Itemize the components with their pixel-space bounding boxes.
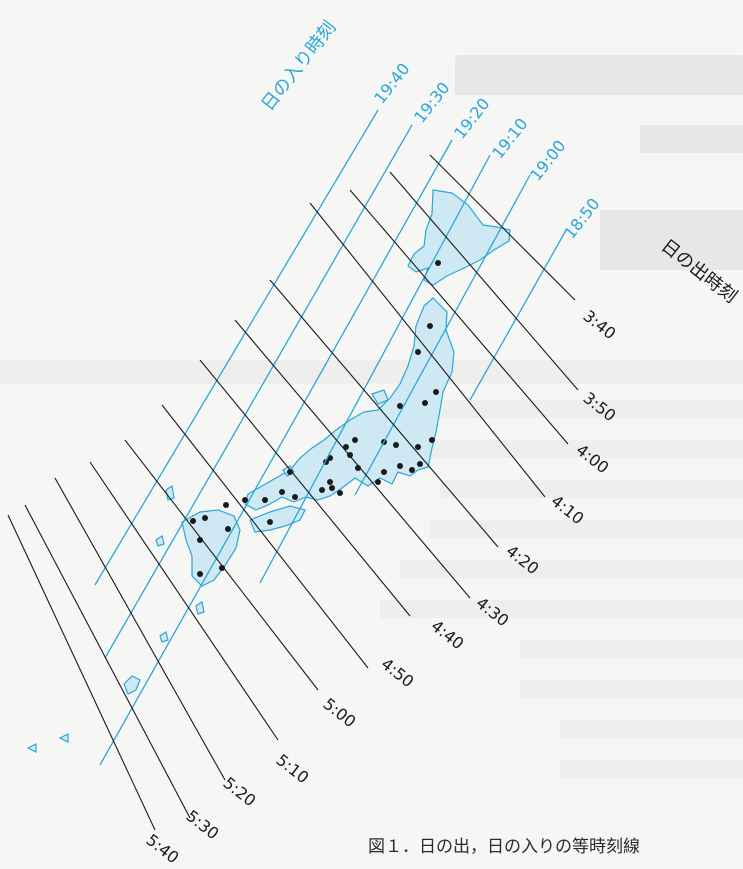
observation-point <box>337 490 343 496</box>
observation-point <box>433 389 439 395</box>
sunrise-line-440 <box>199 359 411 617</box>
sunrise-line-450 <box>161 404 369 669</box>
observation-point <box>429 437 435 443</box>
sunrise-label-510: 5:10 <box>273 750 313 787</box>
sunrise-line-430 <box>234 319 471 599</box>
sunrise-label-530: 5:30 <box>183 806 223 843</box>
sunset-line-1930 <box>104 124 413 659</box>
tanegashima-shape <box>195 601 205 615</box>
sunset-line-1850 <box>469 231 566 401</box>
observation-point <box>343 444 349 450</box>
observation-point <box>242 497 248 503</box>
sunset-label-1940: 19:40 <box>370 59 413 107</box>
sunrise-label-500: 5:00 <box>320 694 360 731</box>
sunset-label-1920: 19:20 <box>450 94 493 142</box>
sunrise-label-540: 5:40 <box>143 830 183 867</box>
sunrise-line-520 <box>54 477 226 781</box>
goto-islands-shape <box>155 535 165 547</box>
sunrise-label-350: 3:50 <box>580 388 620 425</box>
observation-point <box>225 526 231 532</box>
observation-point <box>417 461 423 467</box>
sunset-label-1930: 19:30 <box>410 78 453 126</box>
observation-point <box>262 497 268 503</box>
sunrise-label-340: 3:40 <box>580 306 620 343</box>
observation-point <box>267 519 273 525</box>
observation-point <box>381 469 387 475</box>
observation-point <box>279 489 285 495</box>
sado-island-shape <box>371 389 389 405</box>
observation-point <box>223 502 229 508</box>
sunrise-label-450: 4:50 <box>378 654 418 691</box>
sunset-label-1850: 18:50 <box>560 194 603 242</box>
observation-point <box>415 349 421 355</box>
observation-point <box>409 467 415 473</box>
sunrise-label-440: 4:40 <box>428 616 468 653</box>
observation-point <box>202 515 208 521</box>
observation-point <box>435 260 441 266</box>
observation-point <box>375 479 381 485</box>
sunset-label-1910: 19:10 <box>488 114 531 162</box>
observation-point <box>287 469 293 475</box>
honshu-shape <box>244 297 455 511</box>
observation-point <box>327 479 333 485</box>
shikoku-shape <box>249 505 306 533</box>
yaeyama-islands-b-shape <box>26 743 37 753</box>
observation-point <box>197 571 203 577</box>
observation-points <box>190 260 441 577</box>
japan-map <box>26 189 511 753</box>
sunset-line-1940 <box>94 109 379 586</box>
sunrise-label-520: 5:20 <box>220 773 260 810</box>
observation-point <box>422 400 428 406</box>
sunrise-line-400 <box>349 189 569 445</box>
amami-shape <box>159 631 169 643</box>
observation-point <box>319 487 325 493</box>
observation-point <box>415 444 421 450</box>
observation-point <box>397 403 403 409</box>
sunrise-line-420 <box>269 279 499 548</box>
sunrise-line-350 <box>389 171 579 391</box>
sunrise-line-510 <box>89 461 279 741</box>
observation-point <box>427 323 433 329</box>
figure-caption: 図１．日の出，日の入りの等時刻線 <box>368 837 640 857</box>
observation-point <box>219 565 225 571</box>
observation-point <box>352 437 358 443</box>
sunrise-line-410 <box>309 202 546 498</box>
yaeyama-islands-a-shape <box>58 733 69 743</box>
sunset-line-1900 <box>354 174 531 496</box>
sunset-isochrone-lines <box>94 109 566 766</box>
observation-point <box>393 442 399 448</box>
sunset-label-1900: 19:00 <box>526 136 569 184</box>
sunset-line-1910 <box>259 154 491 584</box>
observation-point <box>329 485 335 491</box>
sunrise-line-340 <box>429 154 576 301</box>
hokkaido-shape <box>407 189 511 286</box>
sunrise-line-500 <box>124 439 319 691</box>
sunrise-line-540 <box>7 514 156 831</box>
observation-point <box>292 494 298 500</box>
observation-point <box>190 518 196 524</box>
observation-point <box>397 463 403 469</box>
sunrise-isochrone-lines <box>7 154 579 831</box>
sunrise-line-530 <box>24 504 191 819</box>
sunset-group-label: 日の入り時刻 <box>257 17 340 115</box>
okinawa-shape <box>123 675 141 695</box>
sunrise-label-430: 4:30 <box>473 593 513 630</box>
